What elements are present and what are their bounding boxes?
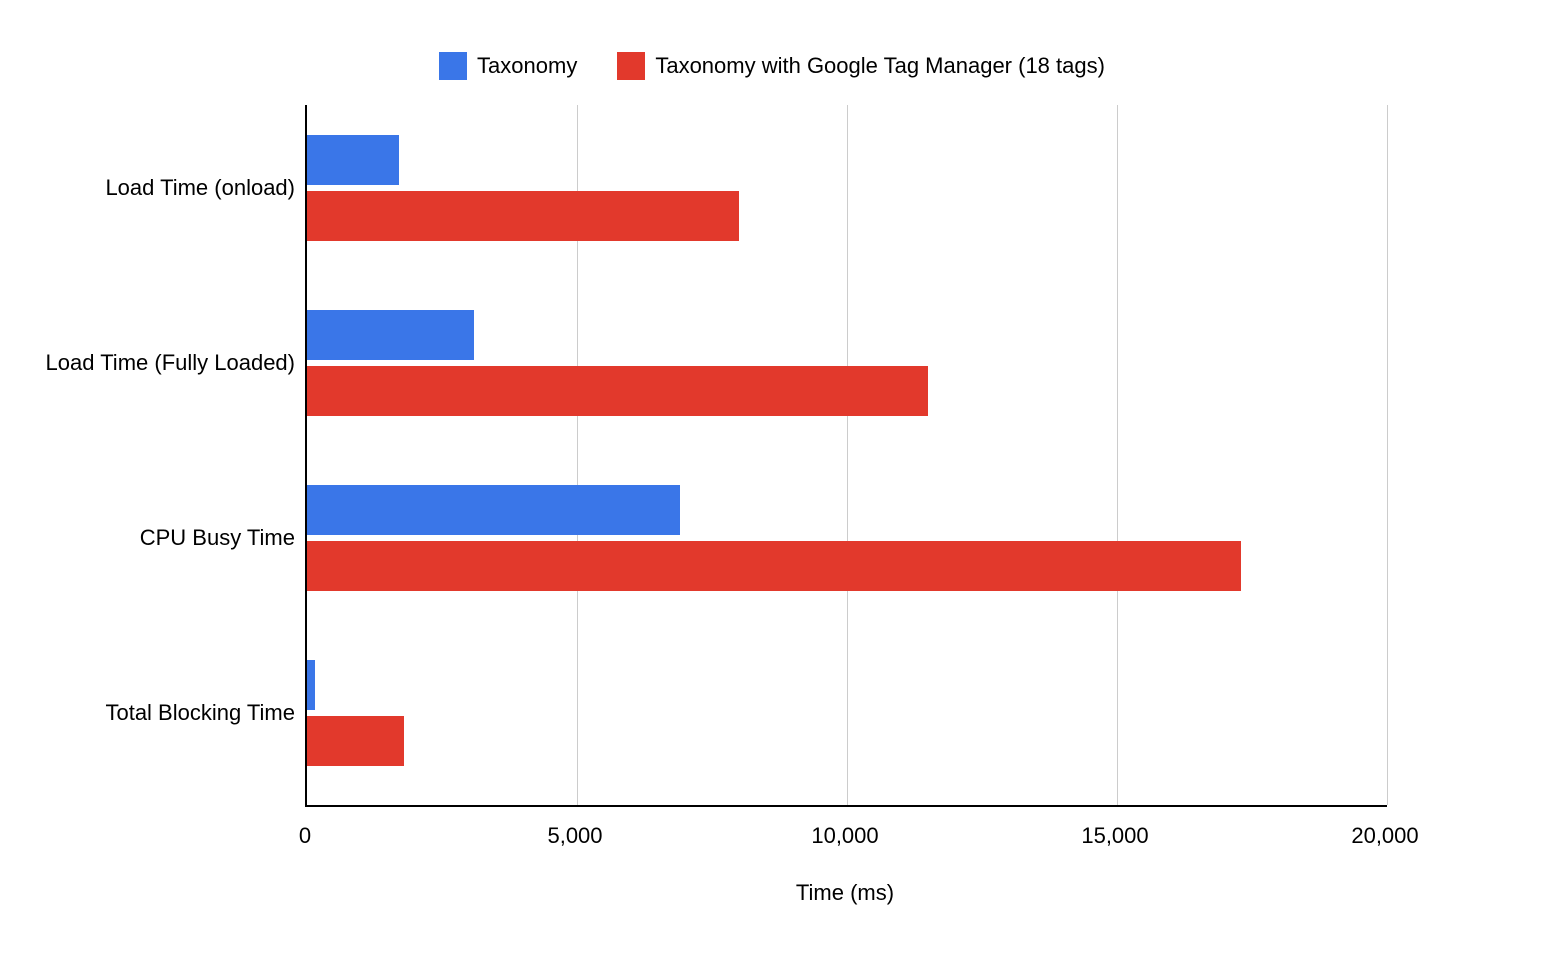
y-category-label: Load Time (onload)	[105, 175, 295, 201]
legend-item: Taxonomy with Google Tag Manager (18 tag…	[617, 52, 1105, 80]
x-tick-label: 10,000	[811, 823, 878, 849]
legend-label: Taxonomy with Google Tag Manager (18 tag…	[655, 53, 1105, 79]
legend-swatch	[617, 52, 645, 80]
x-tick-label: 0	[299, 823, 311, 849]
gridline	[847, 105, 848, 805]
bar	[307, 541, 1241, 591]
x-tick-label: 20,000	[1351, 823, 1418, 849]
bar	[307, 310, 474, 360]
bar	[307, 485, 680, 535]
legend-item: Taxonomy	[439, 52, 577, 80]
x-tick-label: 15,000	[1081, 823, 1148, 849]
legend: Taxonomy Taxonomy with Google Tag Manager…	[0, 52, 1544, 80]
bar	[307, 366, 928, 416]
gridline	[1117, 105, 1118, 805]
legend-swatch	[439, 52, 467, 80]
plot-area	[305, 105, 1387, 807]
bar	[307, 135, 399, 185]
bar	[307, 660, 315, 710]
bar	[307, 716, 404, 766]
x-axis-title: Time (ms)	[796, 880, 894, 906]
legend-label: Taxonomy	[477, 53, 577, 79]
y-category-label: CPU Busy Time	[140, 525, 295, 551]
chart-root: Taxonomy Taxonomy with Google Tag Manager…	[0, 0, 1544, 956]
gridline	[1387, 105, 1388, 805]
y-category-label: Load Time (Fully Loaded)	[46, 350, 295, 376]
bar	[307, 191, 739, 241]
y-category-label: Total Blocking Time	[105, 700, 295, 726]
x-tick-label: 5,000	[547, 823, 602, 849]
